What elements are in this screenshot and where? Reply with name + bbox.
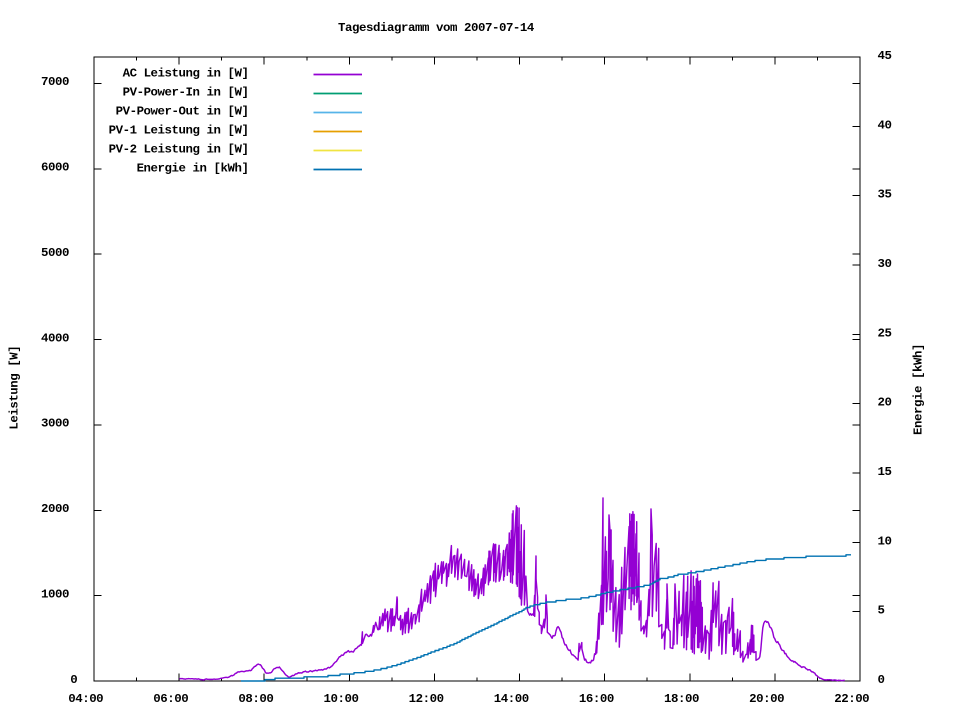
svg-text:3000: 3000 bbox=[41, 417, 69, 431]
svg-text:22:00: 22:00 bbox=[834, 692, 869, 706]
svg-text:Energie [kWh]: Energie [kWh] bbox=[911, 344, 925, 435]
svg-text:0: 0 bbox=[70, 673, 77, 687]
svg-text:18:00: 18:00 bbox=[664, 692, 699, 706]
svg-text:PV-Power-Out in [W]: PV-Power-Out in [W] bbox=[116, 105, 249, 119]
svg-text:20:00: 20:00 bbox=[749, 692, 784, 706]
svg-text:AC Leistung in [W]: AC Leistung in [W] bbox=[123, 67, 249, 81]
svg-text:Leistung [W]: Leistung [W] bbox=[8, 346, 22, 430]
svg-text:PV-2 Leistung in [W]: PV-2 Leistung in [W] bbox=[109, 143, 249, 157]
svg-text:2000: 2000 bbox=[41, 502, 69, 516]
svg-text:20: 20 bbox=[878, 396, 892, 410]
svg-text:PV-Power-In in [W]: PV-Power-In in [W] bbox=[123, 86, 249, 100]
svg-text:0: 0 bbox=[878, 673, 885, 687]
svg-text:4000: 4000 bbox=[41, 331, 69, 345]
svg-text:10:00: 10:00 bbox=[324, 692, 359, 706]
svg-text:6000: 6000 bbox=[41, 161, 69, 175]
svg-text:25: 25 bbox=[878, 326, 892, 340]
svg-text:40: 40 bbox=[878, 118, 892, 132]
svg-text:7000: 7000 bbox=[41, 75, 69, 89]
svg-text:Tagesdiagramm vom 2007-07-14: Tagesdiagramm vom 2007-07-14 bbox=[338, 21, 535, 35]
svg-text:Energie in [kWh]: Energie in [kWh] bbox=[137, 162, 249, 176]
svg-text:35: 35 bbox=[878, 188, 892, 202]
svg-text:08:00: 08:00 bbox=[238, 692, 273, 706]
svg-text:04:00: 04:00 bbox=[68, 692, 103, 706]
svg-text:45: 45 bbox=[878, 49, 892, 63]
svg-text:5000: 5000 bbox=[41, 246, 69, 260]
svg-text:1000: 1000 bbox=[41, 587, 69, 601]
svg-text:15: 15 bbox=[878, 465, 892, 479]
svg-text:16:00: 16:00 bbox=[579, 692, 614, 706]
svg-text:12:00: 12:00 bbox=[409, 692, 444, 706]
svg-text:06:00: 06:00 bbox=[153, 692, 188, 706]
svg-text:5: 5 bbox=[878, 604, 885, 618]
svg-text:30: 30 bbox=[878, 257, 892, 271]
svg-text:14:00: 14:00 bbox=[494, 692, 529, 706]
svg-text:PV-1 Leistung in [W]: PV-1 Leistung in [W] bbox=[109, 124, 249, 138]
svg-text:10: 10 bbox=[878, 534, 892, 548]
